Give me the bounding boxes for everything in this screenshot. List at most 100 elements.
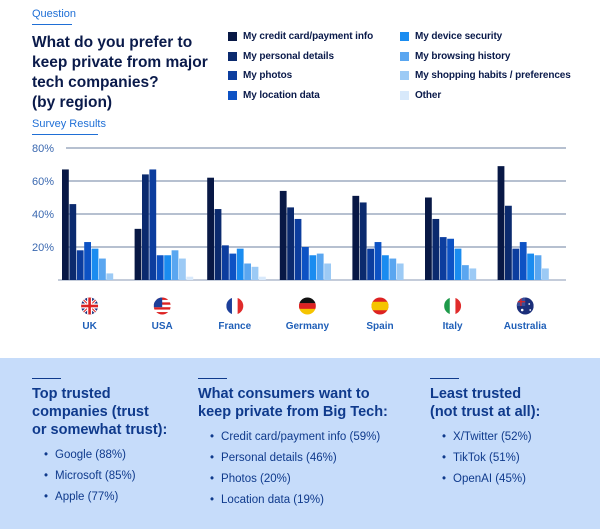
bar	[171, 250, 179, 280]
legend-swatch	[400, 32, 409, 41]
list-item: Google (88%)	[44, 449, 190, 461]
y-tick-label: 40%	[32, 209, 54, 221]
list-item: Apple (77%)	[44, 491, 190, 503]
y-tick-label: 80%	[32, 143, 54, 155]
legend-label: My photos	[243, 70, 293, 81]
legend-item: My location data	[228, 90, 320, 101]
bar	[287, 207, 294, 280]
legend-label: My credit card/payment info	[243, 31, 374, 42]
flag-germany-icon	[298, 297, 316, 315]
bar	[222, 245, 229, 280]
question-title: What do you prefer to keep private from …	[32, 33, 218, 113]
legend-label: My shopping habits / preferences	[415, 70, 571, 81]
legend-item: My device security	[400, 31, 502, 42]
list-item: Microsoft (85%)	[44, 470, 190, 482]
legend-swatch	[228, 51, 237, 61]
bar	[142, 174, 149, 280]
legend-item: Other	[400, 90, 441, 101]
trusted-column: Top trusted companies (trust or somewhat t…	[32, 378, 190, 512]
bar	[389, 258, 397, 280]
chart-legend: My credit card/payment info My personal d…	[228, 31, 598, 111]
bar	[497, 166, 505, 280]
bar	[367, 248, 374, 280]
bar	[294, 218, 302, 280]
bar	[396, 263, 404, 280]
legend-swatch	[400, 90, 409, 100]
bar	[164, 255, 171, 280]
bar	[432, 218, 440, 280]
list-item: OpenAI (45%)	[442, 473, 590, 485]
bar	[62, 169, 69, 280]
flag-australia-icon	[516, 297, 534, 315]
bar	[84, 242, 91, 280]
trusted-list: Google (88%) Microsoft (85%) Apple (77%)	[32, 449, 190, 503]
bar	[69, 204, 77, 280]
bar	[186, 276, 194, 280]
y-tick-label: 60%	[32, 176, 54, 188]
legend-label: My device security	[415, 31, 503, 42]
bar	[229, 253, 237, 280]
private-column: What consumers want to keep private from …	[198, 378, 424, 515]
bar	[352, 195, 360, 280]
bar	[76, 250, 84, 280]
least-title: Least trusted (not trust at all):	[430, 386, 541, 420]
title-line: tech companies?	[32, 74, 159, 91]
list-item: Personal details (46%)	[210, 452, 424, 464]
legend-label: Other	[415, 89, 442, 101]
title-line: What do you prefer to	[32, 34, 193, 51]
least-list: X/Twitter (52%) TikTok (51%) OpenAI (45%)	[430, 431, 590, 485]
bar	[324, 263, 331, 280]
legend-swatch	[228, 71, 237, 80]
flag-uk-icon	[81, 297, 99, 315]
bar	[156, 255, 164, 280]
bar	[279, 190, 287, 280]
x-tick-label: UK	[82, 321, 97, 332]
private-title: What consumers want to keep private from …	[198, 386, 388, 420]
list-item: Photos (20%)	[210, 473, 424, 485]
bar	[149, 169, 157, 280]
title-line: (by region)	[32, 94, 113, 111]
flag-spain-icon	[371, 297, 389, 315]
bar	[542, 268, 549, 280]
legend-label: My location data	[243, 89, 320, 101]
list-item: Credit card/payment info (59%)	[210, 431, 424, 443]
y-tick-label: 20%	[32, 242, 54, 254]
least-column: Least trusted(not trust at all): X/Twitt…	[430, 378, 590, 494]
bar	[207, 177, 214, 280]
legend-swatch	[228, 32, 237, 41]
bar	[244, 263, 251, 280]
bar	[99, 258, 106, 280]
bar	[91, 248, 99, 280]
x-tick-label: USA	[152, 321, 173, 332]
legend-item: My photos	[228, 70, 292, 81]
x-tick-label: Spain	[366, 321, 393, 332]
bar	[316, 253, 324, 280]
question-underline	[32, 24, 72, 25]
legend-item: My browsing history	[400, 51, 510, 62]
bar	[512, 248, 520, 280]
question-label: Question	[32, 8, 77, 20]
bar	[309, 255, 317, 280]
private-list: Credit card/payment info (59%) Personal d…	[198, 431, 424, 506]
bar	[505, 205, 512, 280]
survey-results-label: Survey Results	[32, 118, 106, 130]
legend-item: My personal details	[228, 51, 334, 62]
legend-label: My browsing history	[415, 50, 511, 62]
bar	[251, 266, 259, 280]
bar	[439, 237, 447, 280]
bar	[519, 242, 527, 280]
bar	[179, 258, 186, 280]
bar	[382, 255, 389, 280]
flag-italy-icon	[444, 297, 462, 315]
legend-swatch	[400, 71, 409, 80]
bar	[302, 247, 309, 280]
survey-underline	[32, 134, 98, 135]
bar	[134, 228, 142, 280]
flag-usa-icon	[153, 297, 171, 315]
title-line: keep private from major	[32, 54, 208, 71]
bar	[374, 242, 382, 280]
bar	[469, 268, 477, 280]
bar-chart: 20% 40% 60% 80% UK USA France Germany Spain Ital…	[32, 143, 566, 332]
bar	[259, 276, 266, 280]
legend-label: My personal details	[243, 50, 334, 62]
